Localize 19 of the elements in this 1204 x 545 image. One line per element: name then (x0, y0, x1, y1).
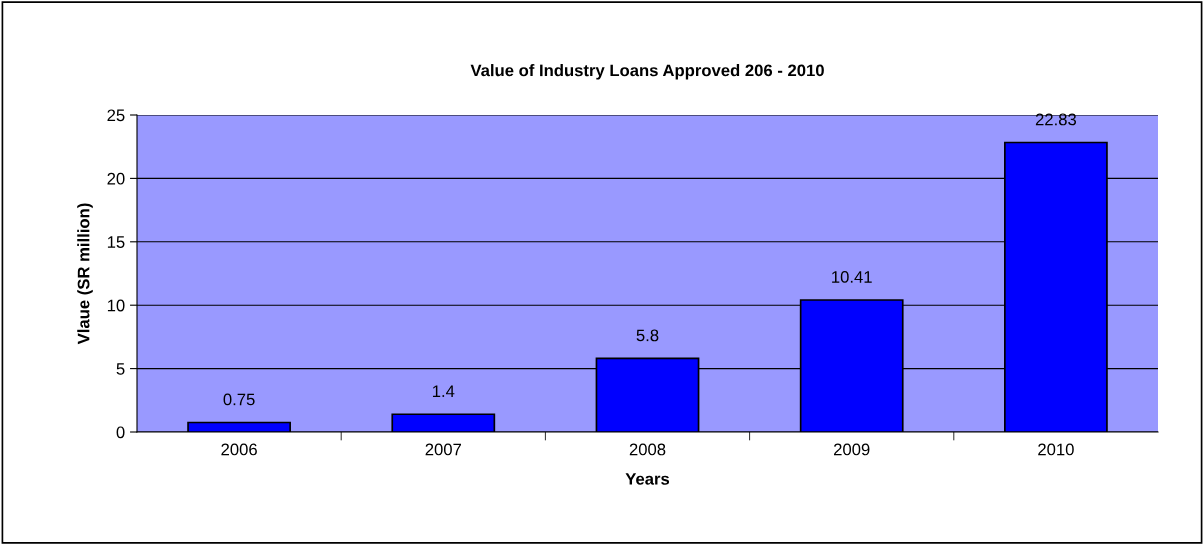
x-tick-label: 2006 (221, 443, 257, 456)
y-tick-label: 20 (107, 172, 125, 185)
data-label: 10.41 (832, 271, 872, 283)
y-tick-label: 25 (107, 109, 125, 122)
data-label: 22.83 (1035, 113, 1077, 126)
x-axis-title: Years (625, 473, 670, 485)
x-tick-label: 2009 (834, 443, 870, 456)
data-label: 1.4 (432, 385, 455, 397)
x-tick-label: 2008 (629, 443, 666, 456)
y-axis-title: Vlaue (SR million) (77, 203, 93, 345)
data-label: 0.75 (223, 393, 255, 406)
y-tick-label: 5 (116, 363, 125, 375)
data-label: 5.8 (636, 329, 659, 342)
y-tick-label: 15 (107, 236, 125, 248)
y-tick-label: 0 (116, 426, 125, 439)
x-tick-label: 2010 (1038, 443, 1074, 456)
y-tick-label: 10 (107, 299, 125, 312)
x-tick-label: 2007 (425, 443, 461, 456)
chart-title: Value of Industry Loans Approved 206 - 2010 (470, 64, 824, 80)
